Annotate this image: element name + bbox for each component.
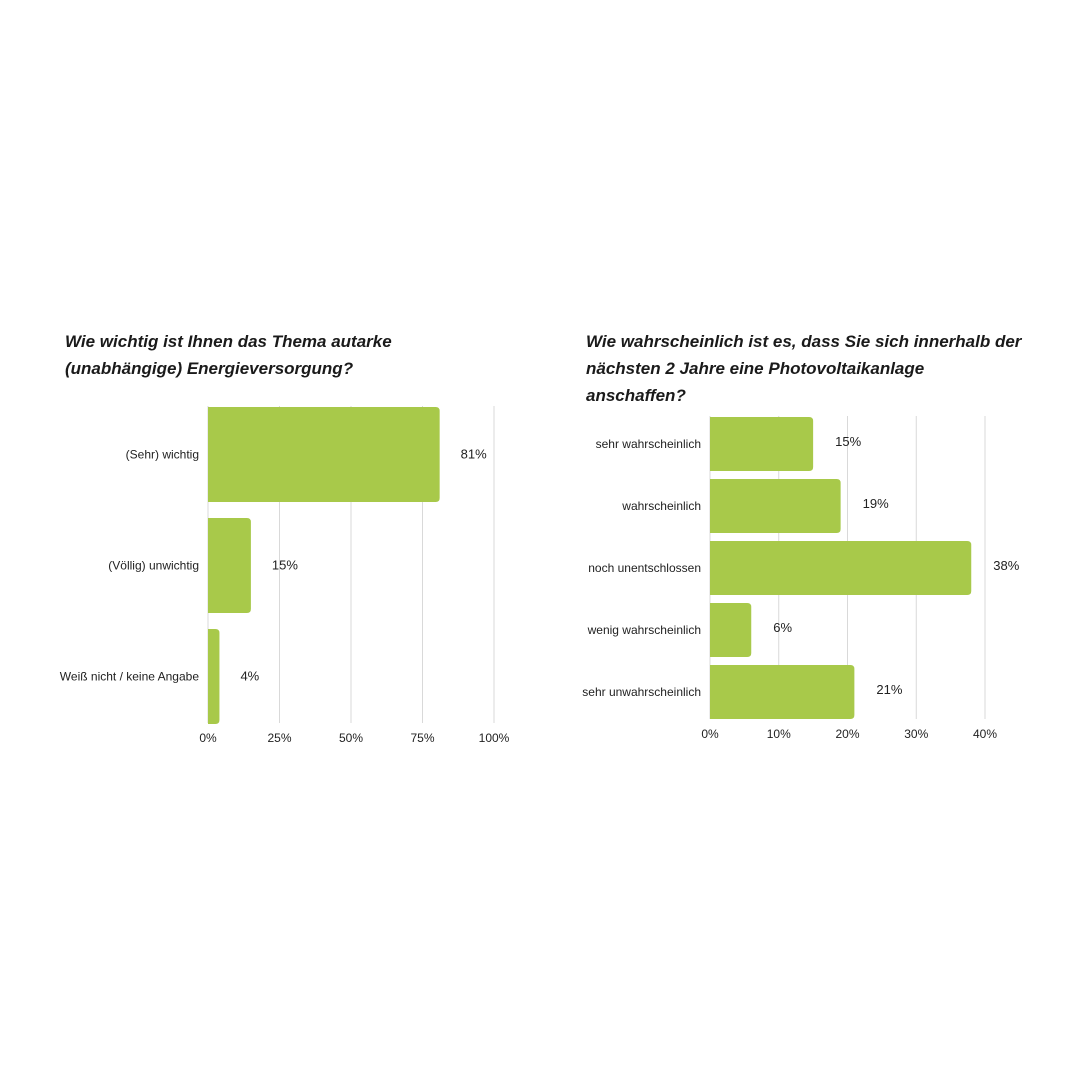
category-label: sehr unwahrscheinlich — [582, 685, 701, 699]
value-label: 4% — [240, 669, 259, 684]
bar — [208, 518, 251, 613]
tick-label: 0% — [199, 731, 217, 745]
bar — [710, 479, 841, 533]
tick-label: 25% — [267, 731, 291, 745]
tick-label: 100% — [479, 731, 510, 745]
tick-label: 40% — [973, 727, 997, 741]
category-label: (Sehr) wichtig — [126, 448, 199, 462]
bar-chart-autarkie: (Sehr) wichtig 81% (Völlig) unwichtig 15% We… — [60, 406, 510, 745]
chart-title-autarkie: Wie wichtig ist Ihnen das Thema autarke … — [65, 332, 392, 378]
chart-title-photovoltaik: Wie wahrscheinlich ist es, dass Sie sich… — [586, 332, 1022, 405]
category-label: wenig wahrscheinlich — [587, 623, 701, 637]
bar — [208, 407, 440, 502]
bar — [710, 603, 752, 657]
tick-label: 50% — [339, 731, 363, 745]
tick-label: 0% — [701, 727, 719, 741]
tick-label: 75% — [410, 731, 434, 745]
tick-label: 20% — [835, 727, 859, 741]
value-label: 6% — [773, 620, 792, 635]
bar — [208, 629, 220, 724]
category-label: (Völlig) unwichtig — [108, 559, 199, 573]
value-label: 38% — [993, 558, 1019, 573]
value-label: 15% — [835, 434, 861, 449]
category-label: wahrscheinlich — [621, 499, 701, 513]
chart-autarkie: Wie wichtig ist Ihnen das Thema autarke … — [60, 332, 510, 745]
bar — [710, 541, 972, 595]
category-label: sehr wahrscheinlich — [596, 437, 701, 451]
value-label: 21% — [876, 682, 902, 697]
value-label: 15% — [272, 558, 298, 573]
category-label: noch unentschlossen — [588, 561, 701, 575]
tick-label: 10% — [767, 727, 791, 741]
bar — [710, 417, 814, 471]
value-label: 81% — [461, 447, 487, 462]
bar — [710, 665, 855, 719]
value-label: 19% — [863, 496, 889, 511]
category-label: Weiß nicht / keine Angabe — [60, 670, 200, 684]
tick-label: 30% — [904, 727, 928, 741]
